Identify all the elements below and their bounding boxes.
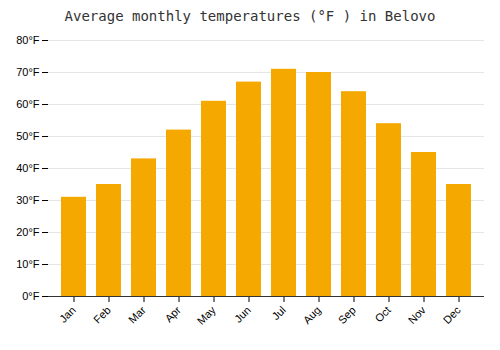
svg-text:50°F: 50°F — [16, 130, 40, 142]
svg-text:May: May — [195, 303, 219, 327]
svg-text:Aug: Aug — [301, 304, 323, 326]
svg-text:Mar: Mar — [126, 304, 148, 326]
svg-text:70°F: 70°F — [16, 66, 40, 78]
svg-text:30°F: 30°F — [16, 194, 40, 206]
html-text:Average monthly temperatures (: Average monthly temperatures (°F ) in Be… — [64, 8, 436, 24]
svg-text:Feb: Feb — [91, 304, 113, 326]
svg-text:10°F: 10°F — [16, 258, 40, 270]
svg-text:60°F: 60°F — [16, 98, 40, 110]
svg-text:Dec: Dec — [441, 303, 464, 326]
svg-text:Jul: Jul — [269, 304, 287, 322]
svg-text:Apr: Apr — [162, 304, 183, 325]
svg-text:20°F: 20°F — [16, 226, 40, 238]
svg-text:40°F: 40°F — [16, 162, 40, 174]
svg-text:0°F: 0°F — [22, 290, 40, 302]
svg-text:Oct: Oct — [372, 304, 393, 325]
svg-text:Jun: Jun — [232, 304, 253, 325]
svg-text:Sep: Sep — [336, 304, 358, 326]
svg-text:80°F: 80°F — [16, 34, 40, 46]
svg-text:Jan: Jan — [57, 304, 78, 325]
svg-text:Nov: Nov — [406, 303, 429, 326]
